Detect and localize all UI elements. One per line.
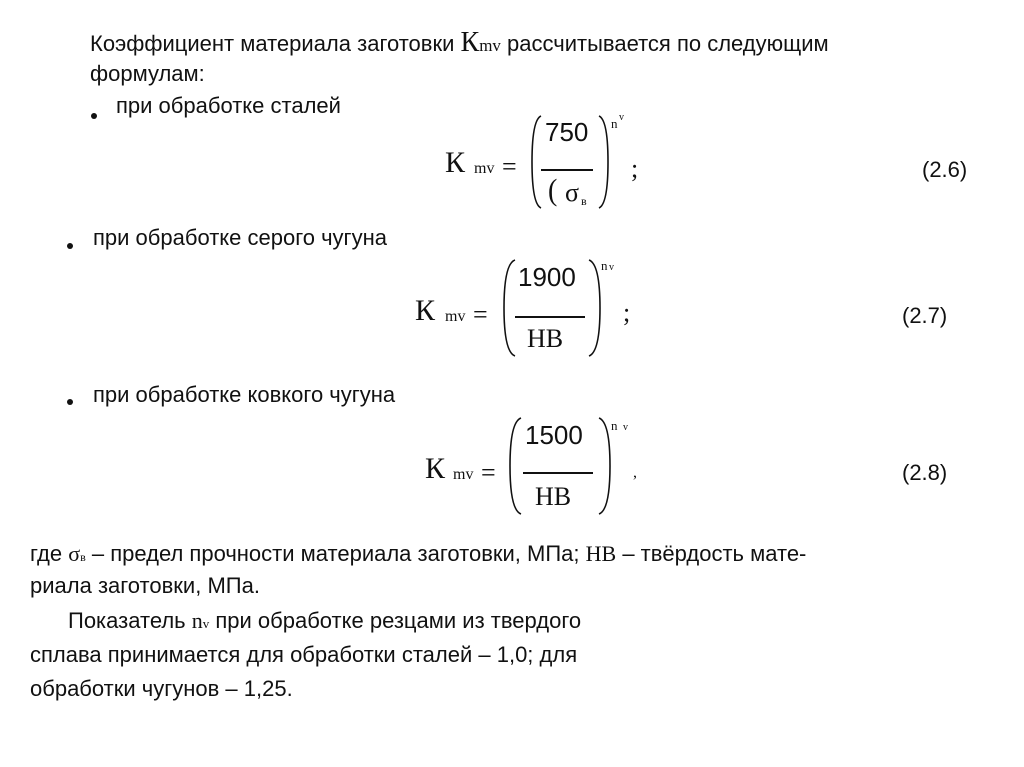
formula-lhs-sub: mv	[453, 466, 474, 483]
where-line-2: риала заготовки, МПа.	[30, 573, 260, 598]
formula-lhs: К	[445, 146, 466, 179]
k-symbol: К	[460, 27, 480, 58]
equation-number: (2.6)	[922, 157, 968, 182]
equation-number: (2.7)	[902, 303, 948, 328]
formula-equals: =	[473, 300, 488, 329]
formula-numerator: 1900	[518, 262, 576, 292]
formula-exponent-sub: v	[623, 422, 628, 433]
formula-lhs: К	[415, 294, 436, 327]
equation-number: (2.8)	[902, 460, 948, 485]
formula-denominator: НВ	[527, 324, 564, 353]
fraction-line	[523, 472, 593, 474]
sigma-subscript: в	[80, 550, 86, 564]
formula-exponent: n	[611, 116, 618, 131]
formula-end: ;	[623, 298, 631, 327]
intro-line-2: формулам:	[90, 61, 205, 86]
formula-end: ;	[631, 154, 639, 183]
exponent-line-1: Показатель nv при обработке резцами из т…	[68, 608, 581, 637]
formula-2-7: К mv = 1900 НВ n v ;	[415, 256, 675, 366]
formula-denominator-paren: (	[548, 173, 558, 208]
fraction-line	[541, 169, 593, 171]
where-line-1: где σв – предел прочности материала заго…	[30, 541, 806, 570]
formula-equals: =	[502, 152, 517, 181]
formula-lhs-sub: mv	[474, 160, 495, 177]
formula-denominator: σ	[565, 178, 580, 207]
formula-end: ,	[633, 464, 637, 481]
bullet-malleable-iron: при обработке ковкого чугуна	[93, 382, 396, 407]
formula-exponent: n	[601, 258, 608, 273]
k-subscript: mv	[479, 36, 501, 55]
formula-numerator: 1500	[525, 420, 583, 450]
n-subscript: v	[202, 616, 210, 631]
formula-2-6: К mv = 750 ( σ в n v ;	[445, 112, 705, 222]
bullet-icon	[67, 243, 73, 249]
hb-symbol: НВ	[585, 541, 617, 566]
formula-denominator: НВ	[535, 482, 572, 511]
exponent-prefix: Показатель	[68, 608, 192, 633]
bullet-steel: при обработке сталей	[116, 93, 341, 118]
formula-exponent-sub: v	[609, 262, 614, 273]
bullet-icon	[91, 113, 97, 119]
left-paren-icon	[531, 115, 542, 209]
intro-line-1: Коэффициент материала заготовки Кmv расс…	[90, 27, 829, 59]
exponent-line-2: сплава принимается для обработки сталей …	[30, 642, 578, 667]
where-prefix: где	[30, 541, 69, 566]
formula-lhs-sub: mv	[445, 308, 466, 325]
n-symbol: n	[191, 608, 203, 633]
right-paren-icon	[598, 115, 609, 209]
exponent-text: при обработке резцами из твердого	[209, 608, 582, 633]
bullet-icon	[67, 399, 73, 405]
fraction-line	[515, 316, 585, 318]
exponent-line-3: обработки чугунов – 1,25.	[30, 676, 293, 701]
intro-text: Коэффициент материала заготовки	[90, 31, 461, 56]
where-text-1: – предел прочности материала заготовки, …	[85, 541, 586, 566]
right-paren-icon	[588, 259, 601, 357]
right-paren-icon	[598, 417, 611, 515]
sigma-symbol: σ	[68, 541, 81, 566]
formula-numerator: 750	[545, 117, 589, 147]
left-paren-icon	[509, 417, 522, 515]
formula-denominator-sub: в	[581, 194, 587, 208]
formula-exponent-sub: v	[619, 112, 624, 123]
formula-equals: =	[481, 458, 496, 487]
where-text-2: – твёрдость мате-	[616, 541, 807, 566]
formula-exponent: n	[611, 418, 618, 433]
left-paren-icon	[503, 259, 516, 357]
bullet-gray-iron: при обработке серого чугуна	[93, 225, 387, 250]
formula-2-8: К mv = 1500 НВ n v ,	[425, 414, 685, 524]
formula-lhs: К	[425, 452, 446, 485]
intro-text-suffix: рассчитывается по следующим	[500, 31, 829, 56]
